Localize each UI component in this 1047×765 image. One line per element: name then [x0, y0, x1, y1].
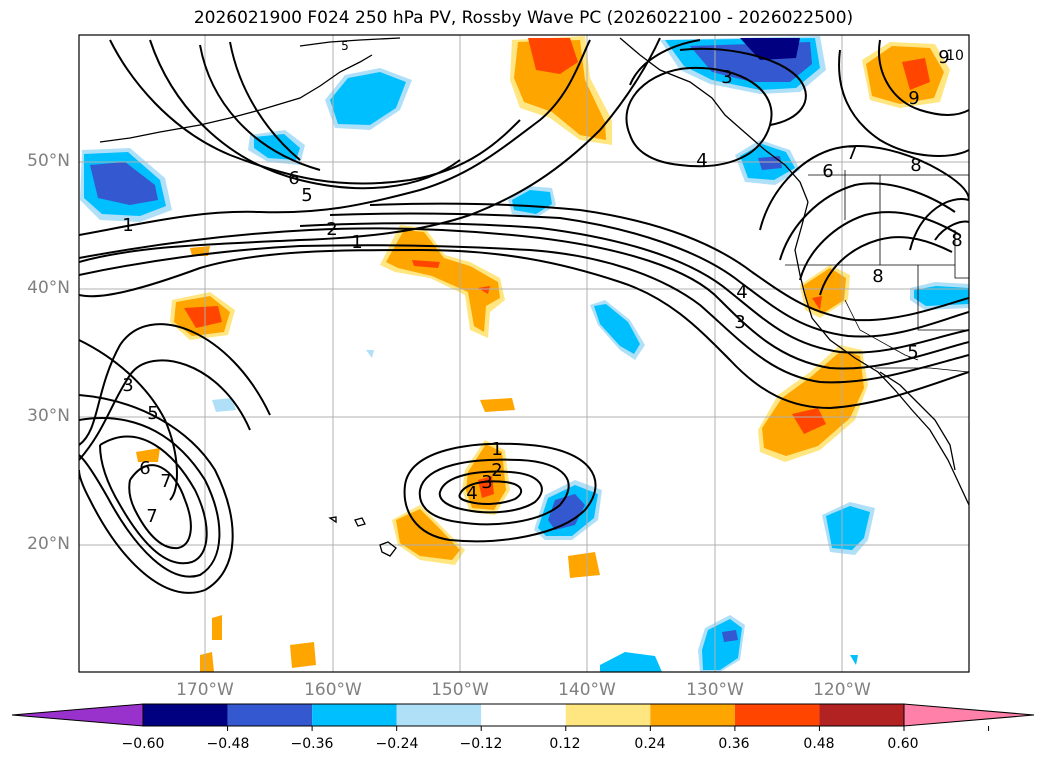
positive-anomaly-canada	[862, 42, 950, 108]
contour-label: 3	[481, 472, 492, 493]
contour-label: 7	[146, 506, 157, 527]
positive-anomaly-baja	[758, 345, 868, 462]
coastlines	[99, 37, 969, 557]
lon-label-140w: 140°W	[558, 680, 616, 700]
colorbar-segment	[312, 704, 397, 726]
colorbar-extend-low	[11, 703, 144, 727]
lat-label-30n: 30°N	[27, 406, 70, 426]
colorbar-segment	[565, 704, 651, 726]
contour-label: 9	[938, 47, 949, 68]
contour-label: 1	[351, 232, 362, 253]
contour-labels: 6 5 2 1 1 3 5 6 7 7 1 2 3 4 3 4 3 4 5 6 …	[122, 39, 964, 527]
negative-anomaly-alaska-peninsula	[248, 68, 412, 165]
contour-label: 7	[160, 471, 171, 492]
negative-anomaly-subtropical	[212, 282, 969, 672]
negative-anomaly-gulf-of-alaska	[660, 36, 826, 94]
colorbar-segment	[650, 704, 735, 726]
lon-label-120w: 120°W	[813, 680, 871, 700]
map-title: 2026021900 F024 250 hPa PV, Rossby Wave …	[193, 8, 854, 28]
contour-label: 3	[734, 312, 745, 333]
contour-label: 6	[139, 458, 150, 479]
graticule	[79, 35, 969, 672]
colorbar-segment	[819, 704, 904, 726]
lon-label-150w: 150°W	[431, 680, 489, 700]
colorbar-tick-label: 0.24	[634, 736, 666, 752]
lon-label-130w: 130°W	[686, 680, 744, 700]
colorbar	[11, 703, 1035, 731]
lon-label-170w: 170°W	[176, 680, 234, 700]
positive-anomaly-california	[800, 265, 850, 318]
colorbar-segment	[734, 704, 820, 726]
contour-label: 6	[822, 161, 833, 182]
colorbar-extend-high	[903, 703, 1035, 727]
lon-label-160w: 160°W	[304, 680, 362, 700]
contour-label: 7	[846, 143, 857, 164]
contour-label: 8	[951, 230, 962, 251]
contour-label: 5	[907, 342, 918, 363]
lat-label-50n: 50°N	[27, 151, 70, 171]
colorbar-segment	[396, 704, 482, 726]
contour-label: 1	[122, 215, 133, 236]
colorbar-tick-label: −0.36	[290, 736, 334, 752]
colorbar-tick-label: 0.36	[718, 736, 750, 752]
contour-label: 9	[908, 88, 919, 109]
contour-label: 4	[696, 150, 707, 171]
positive-anomaly-central-pacific	[380, 225, 505, 338]
colorbar-segment	[143, 704, 228, 726]
contour-label: 5	[147, 403, 158, 424]
contour-label: 2	[326, 219, 337, 240]
anomaly-shading	[80, 36, 969, 672]
colorbar-tick-label: 0.48	[803, 736, 835, 752]
colorbar-tick-label: −0.12	[459, 736, 503, 752]
contour-label: 3	[721, 67, 732, 88]
contour-label: 10	[946, 48, 964, 64]
colorbar-tick-label: −0.48	[206, 736, 250, 752]
colorbar-tick-label: 0.60	[887, 736, 919, 752]
colorbar-segment	[481, 704, 566, 726]
contour-label: 4	[736, 282, 747, 303]
lat-label-40n: 40°N	[27, 278, 70, 298]
map-frame	[78, 34, 970, 673]
colorbar-tick-label: −0.24	[375, 736, 419, 752]
negative-anomaly-north-west	[80, 148, 172, 222]
contour-label: 5	[301, 185, 312, 206]
colorbar-tick-label: −0.60	[121, 736, 165, 752]
contour-label: 4	[466, 483, 477, 504]
contour-label: 6	[288, 168, 299, 189]
positive-anomaly-south-hawaii	[136, 246, 600, 672]
contour-label: 2	[491, 460, 502, 481]
colorbar-tick-label: 0.12	[549, 736, 581, 752]
positive-anomaly-west-pacific	[170, 292, 235, 340]
colorbar-frame	[142, 703, 905, 727]
contour-label: 8	[872, 266, 883, 287]
contour-label: 8	[910, 155, 921, 176]
contour-label: 1	[491, 439, 502, 460]
colorbar-segment	[227, 704, 313, 726]
contour-label: 3	[122, 375, 133, 396]
pv-contours	[79, 37, 969, 594]
lat-label-20n: 20°N	[27, 534, 70, 554]
contour-label: 5	[341, 39, 349, 53]
